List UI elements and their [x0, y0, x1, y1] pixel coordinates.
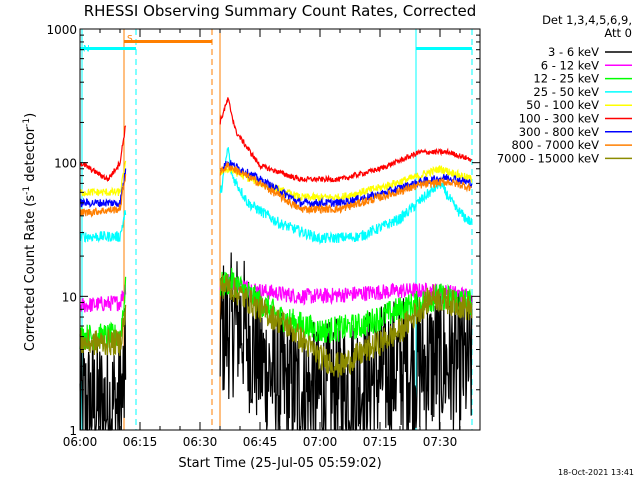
- series-line-800-7000-kev: [79, 161, 472, 218]
- timestamp: 18-Oct-2021 13:41: [558, 468, 634, 477]
- series-line-300-800-kev: [79, 160, 473, 209]
- x-tick-label: 06:30: [183, 435, 218, 449]
- y-tick-label: 10: [62, 290, 77, 304]
- legend-label-800-7000-kev: 800 - 7000 keV: [511, 138, 599, 152]
- legend-label-6-12-kev: 6 - 12 keV: [541, 58, 599, 72]
- legend-label-300-800-kev: 300 - 800 keV: [519, 125, 599, 139]
- legend-label-12-25-kev: 12 - 25 keV: [533, 72, 599, 86]
- legend-header-attenuator: Att 0: [604, 26, 632, 40]
- legend-label-7000-15000-kev: 7000 - 15000 keV: [497, 151, 599, 165]
- x-tick-label: 06:00: [63, 435, 98, 449]
- y-tick-label: 1: [69, 424, 77, 438]
- flag-label-n: N: [83, 45, 90, 55]
- chart-title: RHESSI Observing Summary Count Rates, Co…: [84, 2, 477, 20]
- plot-frame: [79, 28, 481, 431]
- x-tick-label: 07:15: [363, 435, 398, 449]
- legend-label-50-100-kev: 50 - 100 keV: [526, 98, 599, 112]
- flag-label-s: S: [127, 35, 133, 45]
- y-axis-label: Corrected Count Rate (s-1 detector-1): [22, 113, 38, 351]
- legend-header-detectors: Det 1,3,4,5,6,9,: [542, 13, 632, 27]
- x-tick-label: 07:00: [303, 435, 338, 449]
- x-axis-label: Start Time (25-Jul-05 05:59:02): [178, 456, 381, 471]
- series-line-100-300-kev: [79, 97, 473, 184]
- x-tick-label: 07:30: [423, 435, 458, 449]
- legend-label-100-300-kev: 100 - 300 keV: [519, 112, 599, 126]
- y-tick-label: 1000: [46, 23, 77, 37]
- series-line-25-50-kev: [79, 147, 473, 246]
- y-tick-label: 100: [54, 157, 77, 171]
- legend-label-3-6-kev: 3 - 6 keV: [548, 45, 599, 59]
- x-tick-label: 06:45: [243, 435, 278, 449]
- series-line-7000-15000-kev: [79, 274, 473, 378]
- legend-label-25-50-kev: 25 - 50 keV: [533, 85, 599, 99]
- plot-area: S N 06:00 06:15 06:30 06:45 07:00 07:15 07:30 1 10…: [46, 23, 480, 449]
- x-tick-label: 06:15: [123, 435, 158, 449]
